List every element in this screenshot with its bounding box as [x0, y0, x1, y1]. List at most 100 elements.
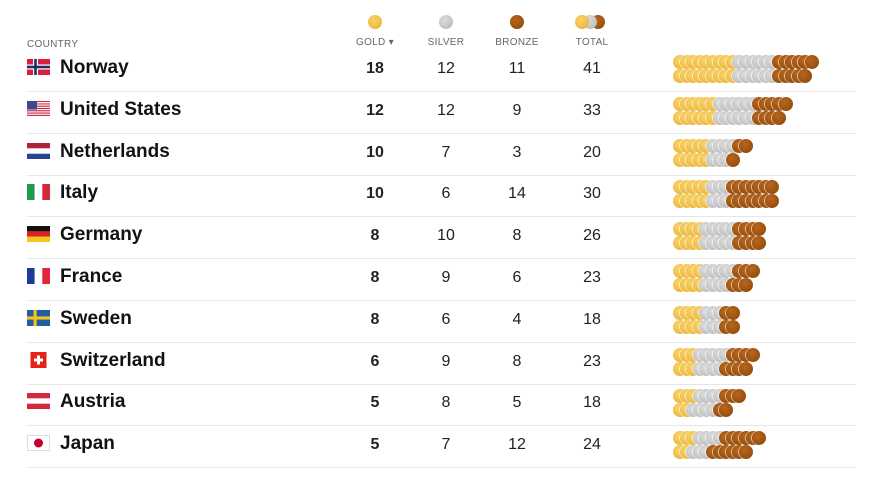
total-count: 18	[583, 310, 601, 328]
country-name: Switzerland	[60, 349, 166, 371]
table-header: COUNTRY GOLD ▾ SILVER BRONZE TOTAL	[0, 0, 870, 56]
medal-pictograph	[673, 180, 863, 210]
total-count: 26	[583, 227, 601, 245]
bronze-coin-icon	[739, 361, 753, 376]
bronze-count: 4	[512, 310, 522, 328]
bronze-count: 3	[512, 143, 522, 161]
silver-count: 12	[437, 101, 455, 119]
silver-count: 12	[437, 60, 455, 77]
gold-count: 8	[370, 269, 380, 286]
france-flag-icon	[27, 268, 50, 284]
row-divider	[27, 132, 856, 134]
medal-pictograph	[673, 96, 863, 127]
total-count: 24	[583, 436, 601, 454]
bronze-coin-icon	[745, 264, 760, 278]
country-name: Italy	[60, 182, 99, 204]
medal-pictograph	[673, 389, 863, 419]
medal-pictograph	[673, 305, 863, 336]
row-divider	[27, 300, 856, 301]
table-row: Japan 5 7 12 24	[0, 426, 870, 469]
row-divider	[27, 341, 856, 343]
total-medals-icon	[575, 15, 609, 29]
bronze-coin-icon	[745, 347, 760, 362]
medal-pictograph	[673, 347, 863, 378]
country-name: Sweden	[60, 307, 132, 329]
bronze-coin-icon	[719, 403, 734, 418]
sweden-flag-icon	[27, 309, 50, 326]
country-name: Japan	[60, 433, 115, 455]
medal-pictograph	[673, 431, 863, 461]
bronze-count: 6	[512, 269, 522, 286]
table-row: France 8 9 6 23	[0, 259, 870, 301]
total-count: 18	[583, 394, 601, 412]
country-name: Netherlands	[60, 140, 170, 162]
table-row: Italy 10 6 14 30	[0, 175, 870, 218]
netherlands-flag-icon	[27, 142, 50, 159]
medal-pictograph	[673, 222, 863, 252]
gold-count: 12	[366, 101, 384, 119]
bronze-count: 8	[512, 352, 522, 370]
bronze-coin-icon	[752, 222, 767, 237]
bronze-column-label: BRONZE	[495, 37, 539, 48]
italy-flag-icon	[27, 184, 50, 201]
gold-count: 5	[370, 394, 380, 412]
bronze-count: 9	[512, 101, 522, 119]
medal-pictograph	[673, 264, 863, 294]
total-count: 41	[583, 60, 601, 77]
silver-count: 9	[441, 269, 451, 286]
gold-count: 10	[366, 185, 384, 203]
table-row: Norway 18 12 11 41	[0, 50, 870, 92]
table-row: Austria 5 8 5 18	[0, 384, 870, 427]
silver-medal-icon	[439, 15, 453, 29]
bronze-coin-icon	[725, 319, 740, 334]
silver-count: 7	[441, 436, 451, 454]
bronze-count: 8	[512, 227, 522, 245]
row-divider	[27, 467, 856, 469]
switzerland-flag-icon	[27, 351, 50, 368]
total-column-label: TOTAL	[575, 37, 609, 48]
table-row: Netherlands 10 7 3 20	[0, 134, 870, 176]
table-row: United States 12 12 9 33	[0, 92, 870, 134]
gold-count: 8	[370, 310, 380, 328]
gold-count: 10	[366, 143, 384, 161]
silver-count: 6	[441, 310, 451, 328]
silver-count: 8	[441, 394, 451, 412]
country-name: United States	[60, 98, 182, 120]
table-row: Switzerland 6 9 8 23	[0, 343, 870, 385]
total-count: 33	[583, 101, 601, 119]
row-divider	[27, 258, 856, 260]
row-divider	[27, 91, 856, 92]
country-name: Norway	[60, 57, 129, 78]
bronze-coin-icon	[725, 305, 740, 320]
bronze-coin-icon	[798, 69, 813, 83]
norway-flag-icon	[27, 59, 50, 75]
bronze-coin-icon	[732, 389, 747, 404]
silver-count: 7	[441, 143, 451, 161]
bronze-coin-icon	[752, 431, 767, 446]
medal-pictograph	[673, 138, 863, 169]
bronze-count: 14	[508, 185, 526, 203]
bronze-coin-icon	[778, 96, 793, 111]
gold-column-label: GOLD ▾	[356, 37, 394, 48]
bronze-coin-icon	[739, 138, 753, 153]
bronze-coin-icon	[765, 194, 780, 209]
medal-pictograph	[673, 55, 863, 85]
row-divider	[27, 425, 856, 427]
total-count: 30	[583, 185, 601, 203]
gold-count: 5	[370, 436, 380, 454]
bronze-coin-icon	[752, 236, 767, 251]
bronze-count: 5	[512, 394, 522, 412]
table-row: Sweden 8 6 4 18	[0, 301, 870, 343]
silver-count: 6	[441, 185, 451, 203]
total-count: 23	[583, 269, 601, 286]
silver-column-label: SILVER	[427, 37, 465, 48]
row-divider	[27, 174, 856, 176]
usa-flag-icon	[27, 100, 50, 117]
bronze-count: 12	[508, 436, 526, 454]
row-divider	[27, 383, 856, 385]
germany-flag-icon	[27, 226, 50, 243]
bronze-count: 11	[508, 60, 526, 77]
gold-count: 6	[370, 352, 380, 370]
gold-count: 18	[366, 60, 384, 77]
total-count: 23	[583, 352, 601, 370]
